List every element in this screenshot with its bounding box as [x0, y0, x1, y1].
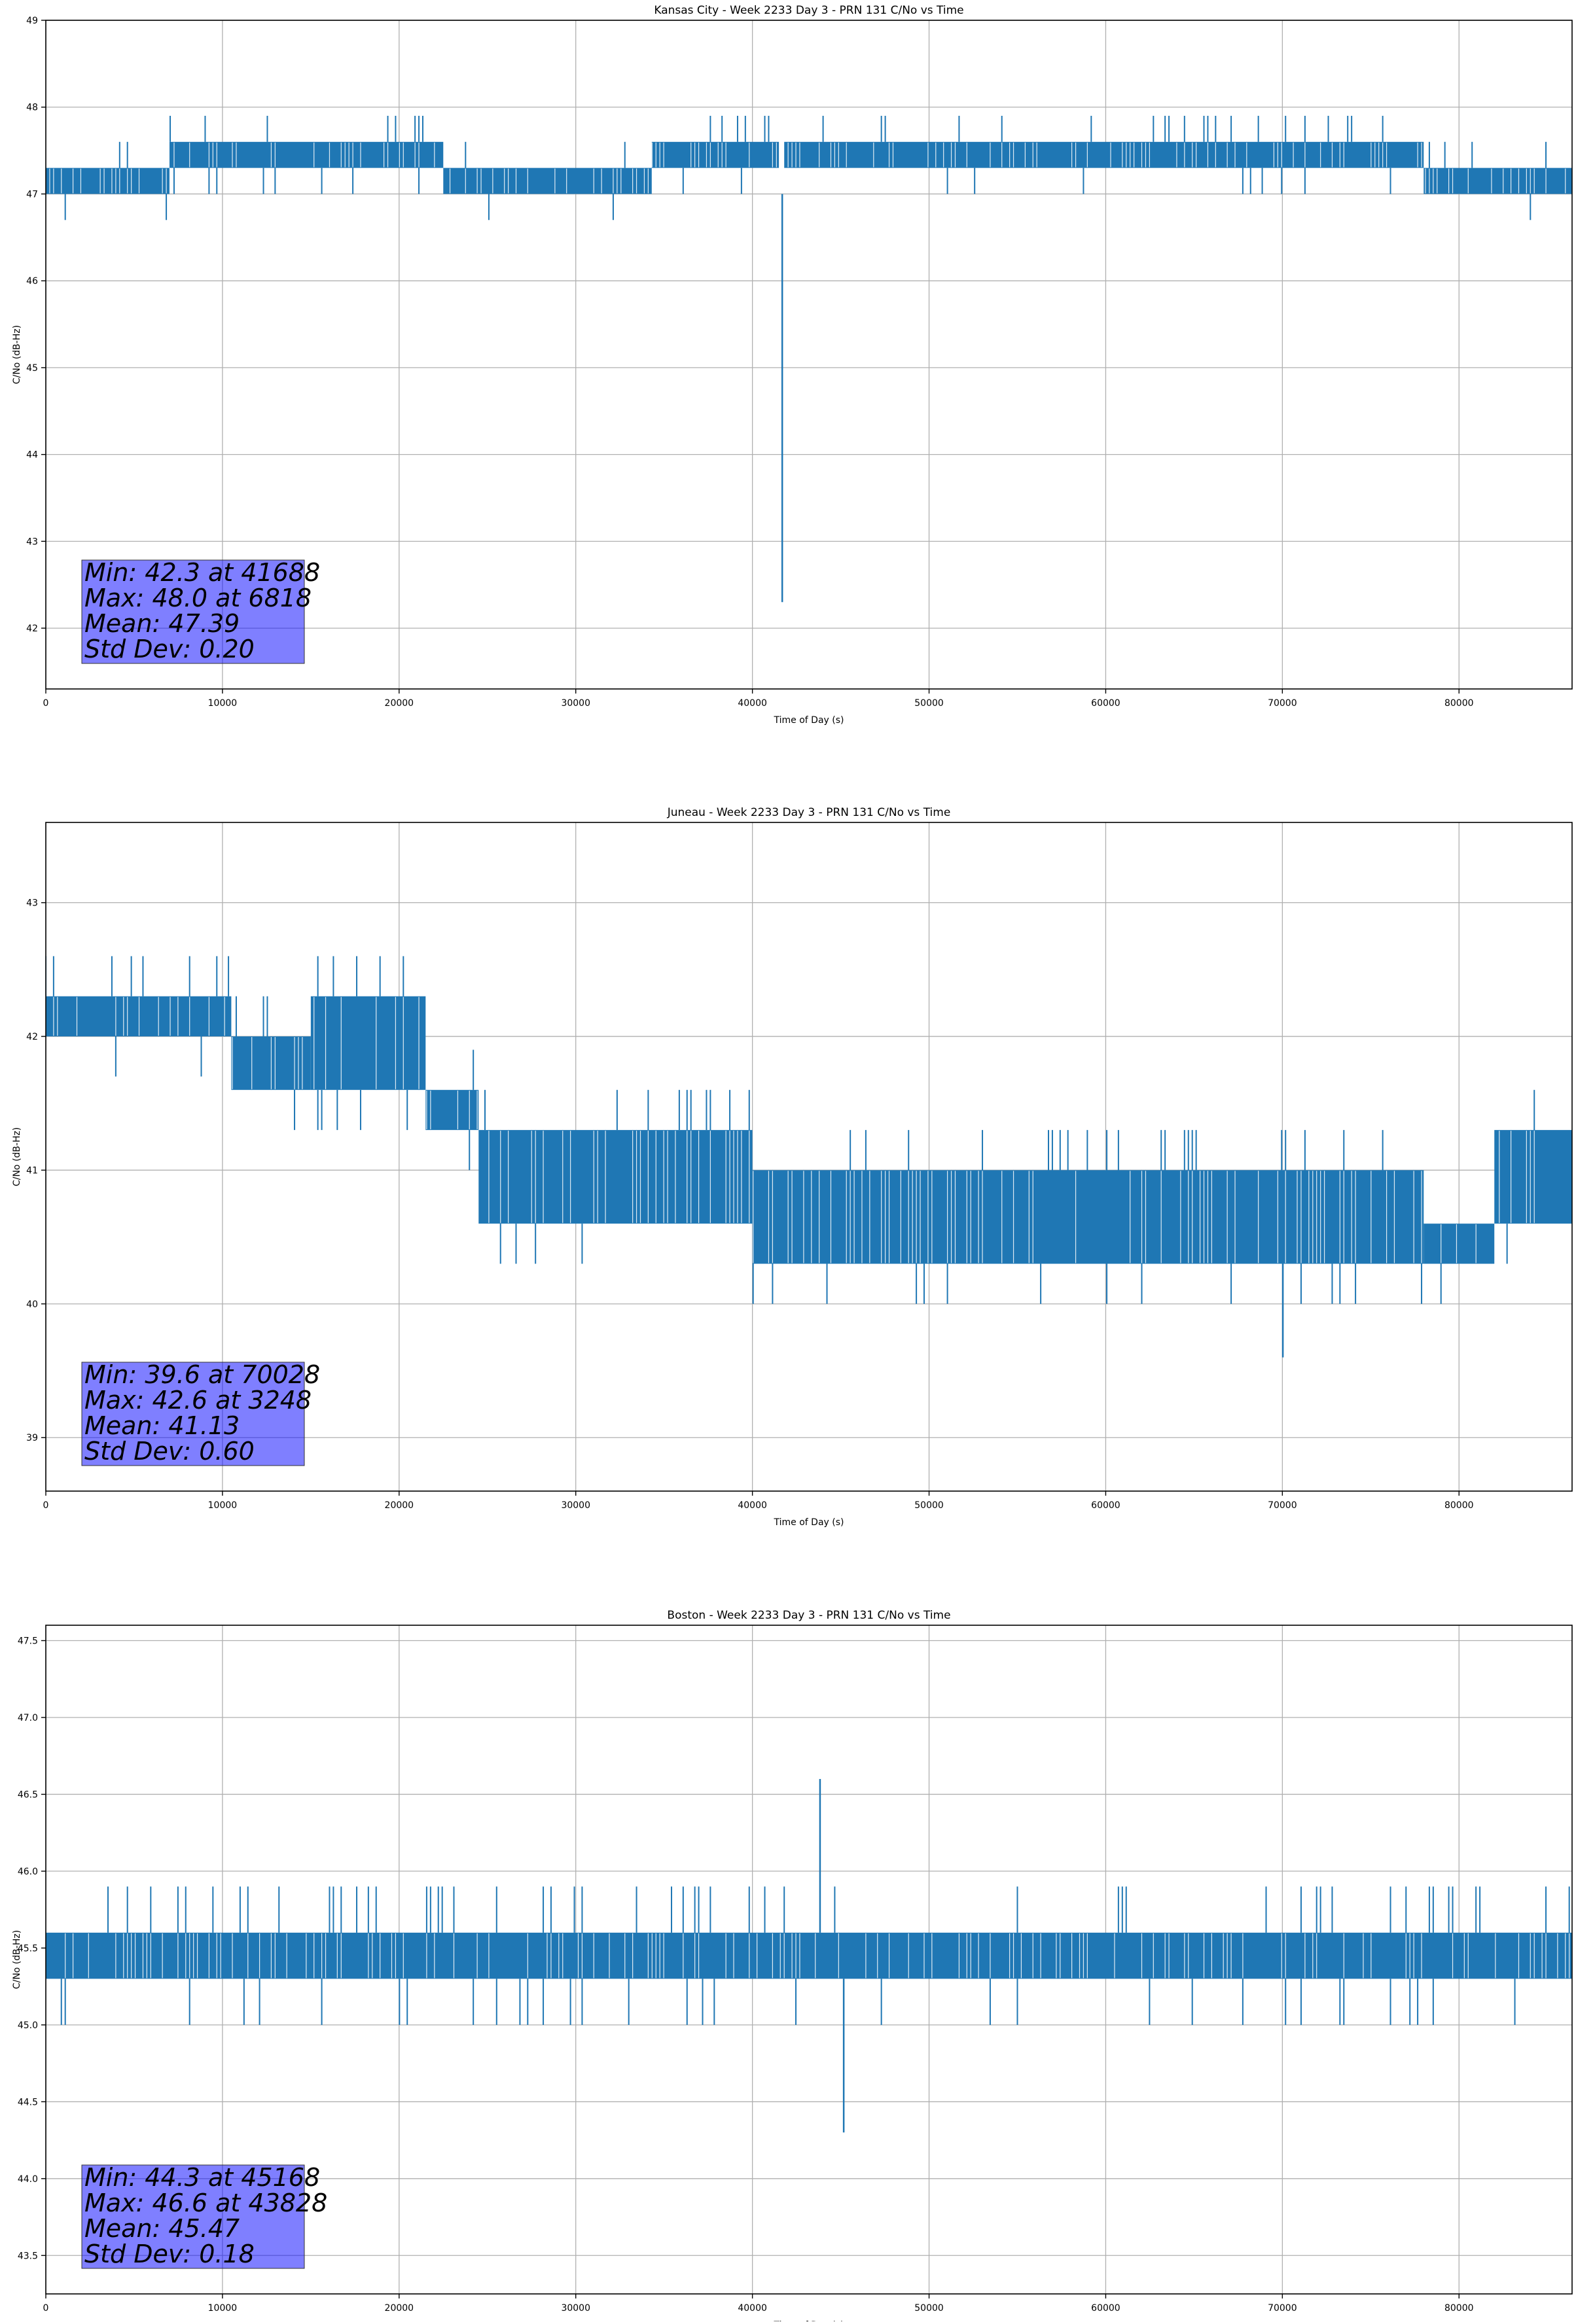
data-band — [46, 996, 232, 1037]
x-tick-label: 40000 — [738, 698, 767, 709]
x-tick-label: 80000 — [1444, 1500, 1474, 1511]
stats-min: Min: 42.3 at 41688 — [84, 558, 320, 587]
x-tick-label: 80000 — [1444, 2303, 1474, 2314]
x-tick-label: 80000 — [1444, 698, 1474, 709]
y-tick-label: 47 — [26, 189, 38, 200]
x-tick-label: 70000 — [1268, 1500, 1297, 1511]
y-tick-label: 47.0 — [18, 1713, 38, 1723]
x-tick-label: 50000 — [914, 1500, 944, 1511]
stats-std-dev: Std Dev: 0.18 — [84, 2240, 255, 2268]
x-tick-label: 60000 — [1091, 2303, 1120, 2314]
data-band — [310, 996, 426, 1090]
y-tick-label: 40 — [26, 1299, 38, 1310]
x-tick-label: 30000 — [561, 2303, 590, 2314]
stats-mean: Mean: 41.13 — [84, 1411, 240, 1440]
axes-frame — [45, 1625, 1573, 2295]
stats-min: Min: 39.6 at 70028 — [84, 1360, 320, 1389]
stats-box — [81, 2164, 305, 2269]
data-band — [478, 1130, 753, 1224]
stats-min: Min: 44.3 at 45168 — [84, 2163, 320, 2192]
stats-box — [81, 559, 305, 664]
x-axis-label: Time of Day (s) — [774, 1517, 844, 1528]
chart-title: Kansas City - Week 2233 Day 3 - PRN 131 … — [654, 4, 963, 17]
x-tick-label: 10000 — [208, 698, 238, 709]
x-tick-label: 50000 — [914, 2303, 944, 2314]
y-tick-label: 48 — [26, 103, 38, 113]
x-tick-label: 10000 — [208, 2303, 238, 2314]
x-tick-label: 70000 — [1268, 698, 1297, 709]
y-axis-label: C/No (dB-Hz) — [12, 1930, 22, 1989]
stats-max: Max: 46.6 at 43828 — [84, 2189, 327, 2217]
data-band — [1424, 1224, 1495, 1264]
y-tick-label: 47.5 — [18, 1636, 38, 1646]
y-tick-label: 45.5 — [18, 1943, 38, 1954]
y-tick-label: 43.5 — [18, 2251, 38, 2261]
x-tick-label: 20000 — [385, 1500, 414, 1511]
y-tick-label: 43 — [26, 537, 38, 547]
data-band — [169, 141, 444, 168]
y-tick-label: 46.0 — [18, 1867, 38, 1877]
y-tick-label: 46 — [26, 276, 38, 287]
stats-mean: Mean: 45.47 — [84, 2214, 240, 2243]
y-tick-label: 41 — [26, 1165, 38, 1176]
y-tick-label: 45.0 — [18, 2020, 38, 2031]
x-tick-label: 30000 — [561, 698, 590, 709]
x-tick-label: 10000 — [208, 1500, 238, 1511]
y-tick-label: 44.5 — [18, 2097, 38, 2107]
y-tick-label: 43 — [26, 898, 38, 909]
y-axis-label: C/No (dB-Hz) — [12, 325, 22, 384]
y-tick-label: 42 — [26, 1032, 38, 1042]
chart-2: 0 10000 20000 30000 40000 50000 60000 70000 8000… — [12, 806, 1573, 1528]
x-tick-label: 0 — [43, 1500, 49, 1511]
x-tick-label: 0 — [43, 698, 49, 709]
stats-std-dev: Std Dev: 0.20 — [84, 635, 255, 663]
x-tick-label: 60000 — [1091, 698, 1120, 709]
y-tick-label: 42 — [26, 624, 38, 634]
y-tick-label: 45 — [26, 363, 38, 374]
x-axis-label: Time of Day (s) — [774, 715, 844, 726]
data-band — [46, 1932, 1572, 1979]
x-tick-label: 40000 — [738, 2303, 767, 2314]
y-tick-label: 44 — [26, 450, 38, 461]
y-axis-label: C/No (dB-Hz) — [12, 1127, 22, 1186]
x-tick-label: 30000 — [561, 1500, 590, 1511]
data-series — [46, 1778, 1572, 2133]
data-band — [443, 167, 652, 194]
axes-frame — [45, 20, 1573, 690]
data-band — [784, 141, 1424, 168]
y-tick-label: 44.0 — [18, 2174, 38, 2185]
stats-max: Max: 42.6 at 3248 — [84, 1386, 312, 1415]
data-series — [46, 956, 1572, 1358]
x-tick-label: 50000 — [914, 698, 944, 709]
stats-mean: Mean: 47.39 — [84, 609, 240, 638]
data-band — [651, 141, 779, 168]
stats-max: Max: 48.0 at 6818 — [84, 584, 312, 612]
data-band — [752, 1170, 1424, 1264]
data-band — [1424, 167, 1572, 194]
data-band — [1494, 1130, 1572, 1224]
stats-std-dev: Std Dev: 0.60 — [84, 1437, 255, 1466]
data-series — [46, 116, 1572, 603]
chart-3: 0 10000 20000 30000 40000 50000 60000 70000 8000… — [12, 1609, 1573, 2324]
chart-title: Juneau - Week 2233 Day 3 - PRN 131 C/No … — [667, 806, 951, 819]
x-tick-label: 70000 — [1268, 2303, 1297, 2314]
y-tick-label: 49 — [26, 16, 38, 26]
x-tick-label: 60000 — [1091, 1500, 1120, 1511]
data-band — [46, 167, 170, 194]
data-band — [425, 1089, 479, 1131]
x-tick-label: 20000 — [385, 698, 414, 709]
chart-1: 0 10000 20000 30000 40000 50000 60000 70000 8000… — [12, 4, 1573, 726]
y-tick-label: 46.5 — [18, 1789, 38, 1800]
x-tick-label: 20000 — [385, 2303, 414, 2314]
x-tick-label: 40000 — [738, 1500, 767, 1511]
stats-box — [81, 1362, 305, 1466]
x-tick-label: 0 — [43, 2303, 49, 2314]
y-tick-label: 39 — [26, 1433, 38, 1443]
axes-frame — [45, 822, 1573, 1492]
chart-title: Boston - Week 2233 Day 3 - PRN 131 C/No … — [667, 1609, 950, 1622]
